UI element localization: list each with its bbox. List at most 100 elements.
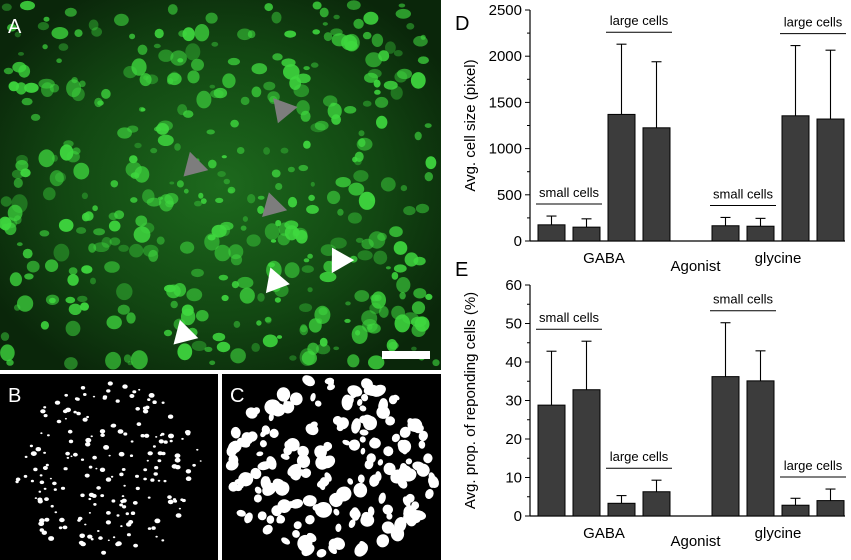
fluorescent-cell [126,312,136,324]
fluorescent-cell [196,90,212,109]
mask-cell [411,418,421,428]
fluorescent-cell [13,178,23,188]
mask-cell [142,406,147,410]
bar-gaba-2 [572,226,601,242]
fluorescent-cell [110,180,119,188]
fluorescent-cell [106,315,122,330]
mask-cell [147,398,151,401]
mask-cell [100,494,105,498]
mask-cell [93,503,97,506]
bar-gaba-2 [572,389,601,517]
fluorescent-cell [77,295,88,303]
group-label: glycine [755,525,802,542]
fluorescent-cell [9,272,22,287]
mask-cell [324,377,335,385]
fluorescent-cell [130,350,148,370]
fluorescent-cell [167,4,178,15]
mask-cell [359,436,366,443]
mask-cell [293,521,302,530]
mask-cell [148,393,155,398]
mask-cell [39,518,45,523]
mask-cell [23,474,28,478]
fluorescent-cell [301,351,317,366]
annotation-label: large cells [610,13,669,28]
fluorescent-cell [262,334,278,348]
mask-cell [328,538,339,550]
fluorescent-cell [337,208,344,216]
fluorescent-cell [165,200,175,208]
mask-cell [111,423,117,428]
fluorescent-cell [20,168,31,178]
mask-cell [42,466,48,470]
bar-glycine-1 [711,376,740,517]
fluorescent-cell [374,89,381,95]
mask-cell [261,425,271,435]
mask-cell [305,514,315,525]
fluorescent-cell [68,267,78,275]
panel-label-d: D [455,13,469,35]
fluorescent-cell [424,123,432,128]
fluorescent-cell [417,56,429,64]
fluorescent-cell [88,243,97,253]
mask-cell [157,479,161,482]
fluorescent-cell [187,70,200,84]
fluorescent-cell [319,271,337,283]
fluorescent-cell [211,41,219,47]
fluorescent-cell [281,58,296,67]
mask-cell [157,459,162,463]
mask-cell [361,511,372,523]
mask-cell [349,508,361,520]
fluorescent-cell [319,7,329,18]
fluorescent-cell [18,64,31,78]
fluorescent-cell [81,192,88,200]
mask-cell [95,467,98,470]
annotation-label: small cells [539,185,599,200]
fluorescent-cell [312,1,322,10]
mask-cell [54,511,58,514]
mask-cell [250,467,262,480]
fluorescent-cell [38,149,55,168]
fluorescent-cell [16,242,23,247]
mask-cell [85,442,91,447]
fluorescent-cell [284,220,299,230]
mask-cell [67,429,73,434]
fluorescent-cell [420,34,426,40]
fluorescent-cell [24,273,34,280]
fluorescent-cell [81,265,93,274]
micrograph-a-cells [0,0,440,370]
bar-gaba-4 [642,127,671,242]
fluorescent-cell [194,200,202,207]
fluorescent-cell [93,228,105,236]
fluorescent-cell [221,294,229,302]
fluorescent-cell [355,237,364,243]
mask-cell [333,508,340,516]
mask-cell [348,519,356,528]
mask-cell [107,381,113,386]
mask-cell [15,477,21,482]
bar-glycine-2 [746,225,775,242]
fluorescent-cell [393,50,403,57]
fluorescent-cell [247,30,256,39]
mask-cell [73,452,78,457]
mask-cell [98,536,103,540]
fluorescent-cell [274,297,281,303]
fluorescent-cell [303,140,311,149]
fluorescent-cell [411,301,426,315]
fluorescent-cell [306,204,319,214]
mask-cell [52,481,57,486]
mask-cell [74,397,79,401]
mask-cell [60,486,66,490]
panel-label-c: C [230,385,244,407]
binary-mask-b [0,374,218,560]
mask-cell [163,479,167,483]
mask-cell [108,454,111,457]
mask-cell [357,399,363,406]
fluorescent-cell [79,80,86,88]
mask-cell [378,492,386,504]
arrowheads [173,98,355,345]
fluorescent-cell [80,302,89,311]
mask-cell [34,497,38,499]
mask-cell [163,440,168,444]
y-tick-label: 500 [497,187,522,204]
mask-cell [173,499,178,503]
